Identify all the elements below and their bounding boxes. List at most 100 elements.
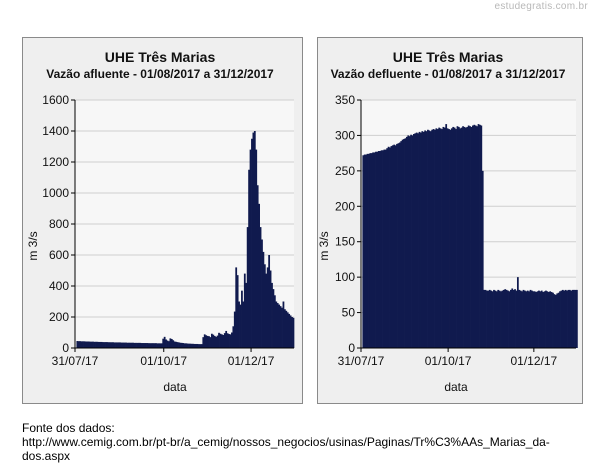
data-bar: [553, 294, 556, 348]
data-bar: [535, 292, 538, 348]
data-bar: [366, 153, 369, 348]
data-bar: [473, 124, 476, 348]
data-bar: [142, 343, 145, 348]
data-bar: [472, 125, 474, 348]
data-bar: [183, 343, 186, 348]
x-tick-label: 01/10/17: [140, 354, 187, 368]
data-bar: [271, 282, 273, 348]
x-axis-label: data: [163, 380, 187, 394]
data-bar: [370, 153, 373, 348]
data-bar: [404, 138, 407, 348]
data-bar: [116, 342, 119, 348]
data-bar: [494, 290, 497, 348]
source-label: Fonte dos dados:: [22, 421, 115, 435]
data-bar: [251, 138, 253, 348]
data-bar: [89, 341, 92, 348]
data-bar: [105, 342, 107, 348]
data-bar: [261, 239, 263, 348]
data-bar: [179, 342, 182, 348]
data-bar: [476, 126, 478, 348]
data-bar: [554, 294, 557, 348]
data-bar: [106, 342, 109, 348]
data-bar: [286, 312, 289, 348]
data-bar: [178, 342, 180, 348]
data-bar: [95, 341, 97, 348]
series-area: [76, 131, 295, 349]
data-bar: [219, 333, 222, 348]
data-bar: [389, 147, 391, 348]
data-bar: [403, 138, 405, 348]
data-bar: [382, 150, 384, 348]
data-bar: [481, 170, 484, 348]
data-bar: [256, 185, 259, 348]
data-bar: [169, 338, 172, 348]
data-bar: [448, 129, 450, 348]
data-bar: [516, 277, 519, 348]
data-bar: [188, 343, 190, 348]
data-bar: [172, 340, 175, 348]
data-bar: [148, 343, 150, 348]
data-bar: [518, 289, 521, 348]
data-bar: [547, 292, 550, 348]
data-bar: [109, 342, 112, 348]
data-bar: [246, 227, 249, 348]
data-bar: [501, 290, 504, 348]
data-bar: [505, 289, 508, 348]
data-bar: [198, 344, 200, 349]
data-bar: [222, 334, 225, 348]
data-bar: [546, 291, 549, 348]
data-bar: [574, 289, 577, 348]
data-bar: [272, 289, 275, 348]
data-bar: [435, 128, 438, 348]
data-bar: [445, 124, 448, 348]
data-bar: [431, 129, 434, 348]
data-bar: [368, 153, 370, 348]
y-tick-label: 150: [335, 235, 355, 249]
data-bar: [76, 341, 79, 348]
data-bar: [559, 291, 561, 348]
data-bar: [226, 333, 229, 348]
data-bar: [273, 295, 276, 348]
data-bar: [567, 289, 570, 348]
data-bar: [531, 290, 533, 348]
data-bar: [514, 289, 516, 348]
data-bar: [508, 291, 511, 348]
data-bar: [110, 342, 113, 348]
y-tick-label: 200: [49, 310, 69, 324]
data-bar: [380, 150, 383, 348]
data-bar: [239, 304, 242, 348]
x-tick-label: 01/10/17: [425, 354, 472, 368]
data-bar: [429, 131, 432, 348]
data-bar: [243, 273, 246, 348]
data-bar: [150, 343, 153, 348]
data-bar: [536, 291, 539, 348]
data-bar: [563, 290, 566, 348]
data-bar: [235, 267, 238, 348]
data-bar: [123, 342, 126, 348]
watermark: estudegratis.com.br: [494, 1, 588, 12]
data-bar: [127, 342, 130, 348]
chart-title: UHE Três Marias: [393, 49, 504, 65]
data-bar: [168, 341, 170, 348]
data-bar: [216, 335, 219, 348]
data-bar: [268, 255, 271, 348]
data-bar: [417, 133, 419, 348]
data-bar: [398, 142, 401, 348]
data-bar: [432, 129, 435, 348]
data-bar: [561, 289, 564, 348]
data-bar: [199, 344, 202, 349]
data-bar: [196, 343, 199, 348]
data-bar: [155, 343, 157, 348]
data-bar: [497, 289, 500, 348]
data-bar: [145, 343, 147, 348]
data-bar: [96, 341, 99, 348]
data-bar: [362, 155, 365, 348]
data-bar: [491, 291, 494, 348]
data-bar: [119, 342, 122, 348]
source-url-line-1: http://www.cemig.com.br/pt-br/a_cemig/no…: [22, 435, 550, 449]
data-bar: [139, 342, 142, 348]
data-bar: [526, 290, 529, 348]
data-bar: [462, 126, 464, 348]
data-bar: [424, 130, 426, 348]
chart-title: UHE Três Marias: [105, 49, 216, 65]
